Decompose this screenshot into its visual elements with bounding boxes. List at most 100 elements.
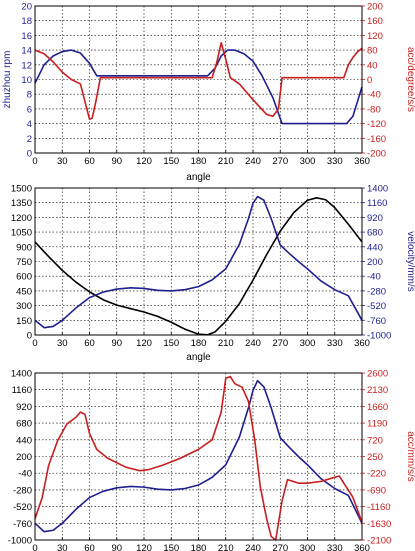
- x-tick-label: 30: [57, 543, 68, 551]
- x-tick-label: 270: [272, 156, 288, 167]
- y-left-tick-label: 440: [16, 435, 32, 446]
- x-tick-label: 240: [245, 156, 261, 167]
- y-left-tick-label: 1350: [11, 198, 32, 209]
- y-left-tick-label: 920: [16, 402, 32, 413]
- y-right-tick-label: 720: [367, 435, 383, 446]
- y-left-tick-label: 750: [16, 257, 32, 268]
- y-right-tick-label: -690: [367, 485, 386, 496]
- y-right-tick-label: -1630: [367, 519, 391, 530]
- x-tick-label: 150: [163, 156, 179, 167]
- y-right-tick-label: -220: [367, 469, 386, 480]
- y-left-tick-label: 14: [21, 46, 32, 57]
- y-right-axis-label: acc/mm/s/s: [405, 431, 415, 482]
- y-right-tick-label: -160: [367, 134, 386, 145]
- x-tick-label: 210: [218, 156, 234, 167]
- x-tick-label: 150: [163, 543, 179, 551]
- x-tick-label: 180: [191, 338, 207, 349]
- x-tick-label: 210: [218, 338, 234, 349]
- x-tick-label: 120: [136, 543, 152, 551]
- y-left-tick-label: 1500: [11, 184, 32, 195]
- y-right-tick-label: -760: [367, 316, 386, 327]
- y-left-tick-label: 1160: [12, 385, 32, 396]
- y-right-tick-label: 440: [367, 242, 383, 253]
- chart-panel-1: 0 30 60 90 120 150 180 210 240 270 300 330 360024681…: [2, 2, 415, 184]
- chart-panel-3: 0 30 60 90 120 150 180 210 240 270 300 330 360 -1000 -…: [8, 369, 415, 551]
- y-right-tick-label: 1190: [367, 419, 387, 430]
- x-tick-label: 90: [111, 543, 122, 551]
- y-left-tick-label: -280: [13, 485, 32, 496]
- y-left-tick-label: 4: [27, 119, 32, 130]
- x-tick-label: 270: [272, 338, 288, 349]
- x-tick-label: 330: [327, 156, 343, 167]
- y-left-tick-label: 0: [27, 149, 32, 160]
- x-tick-label: 180: [191, 543, 207, 551]
- x-tick-label: 30: [57, 156, 68, 167]
- y-right-tick-label: 200: [367, 257, 383, 268]
- y-left-tick-label: 300: [16, 301, 32, 312]
- x-tick-label: 330: [327, 543, 343, 551]
- x-tick-label: 300: [300, 338, 316, 349]
- x-tick-label: 360: [354, 338, 370, 349]
- y-left-tick-label: 2: [27, 134, 32, 145]
- y-right-tick-label: 120: [367, 31, 383, 42]
- y-right-tick-label: 250: [367, 452, 383, 463]
- grid: [34, 5, 363, 154]
- x-tick-label: 90: [111, 338, 122, 349]
- y-right-axis-label: acc/degree/s/s: [405, 47, 415, 112]
- y-left-tick-label: 150: [16, 316, 32, 327]
- x-tick-label: 60: [84, 156, 95, 167]
- x-tick-label: 360: [354, 156, 370, 167]
- y-right-tick-label: 160: [367, 16, 383, 27]
- series-line-2: [34, 195, 363, 329]
- x-tick-label: 60: [84, 338, 95, 349]
- y-left-tick-label: 1200: [11, 213, 32, 224]
- y-right-tick-label: 2600: [367, 369, 388, 380]
- chart-panel-2: 0 30 60 90 120 150 180 210 240 270 300 330 360015030…: [11, 184, 415, 364]
- x-tick-label: 300: [300, 156, 316, 167]
- x-tick-label: 360: [354, 543, 370, 551]
- x-tick-label: 240: [245, 338, 261, 349]
- y-right-tick-label: 80: [367, 46, 378, 57]
- x-tick-label: 330: [327, 338, 343, 349]
- y-left-tick-label: 16: [21, 31, 32, 42]
- y-left-tick-label: 1050: [11, 228, 32, 239]
- y-left-tick-label: 20: [21, 2, 32, 13]
- y-left-tick-label: 450: [16, 286, 32, 297]
- y-left-tick-label: -760: [13, 519, 32, 530]
- x-tick-label: 210: [218, 543, 234, 551]
- y-left-axis-label: zhuzhou rpm: [2, 51, 13, 109]
- y-left-tick-label: -1000: [8, 536, 32, 547]
- y-right-tick-label: 40: [367, 60, 378, 71]
- x-tick-label: 60: [84, 543, 95, 551]
- series-line-1: [34, 49, 363, 125]
- y-right-tick-label: 680: [367, 228, 383, 239]
- x-tick-label: 120: [136, 338, 152, 349]
- x-tick-label: 0: [32, 543, 37, 551]
- plot-area: [35, 373, 362, 540]
- y-right-tick-label: -40: [367, 272, 381, 283]
- y-right-tick-label: -280: [367, 286, 386, 297]
- x-tick-label: 120: [136, 156, 152, 167]
- y-right-tick-label: -120: [367, 119, 386, 130]
- series-line-2: [34, 41, 363, 120]
- x-axis-label: angle: [186, 352, 211, 363]
- x-tick-label: 30: [57, 338, 68, 349]
- y-left-tick-label: 12: [21, 60, 32, 71]
- y-right-tick-label: -80: [367, 104, 381, 115]
- x-tick-label: 270: [272, 543, 288, 551]
- y-right-tick-label: 920: [367, 213, 383, 224]
- y-left-tick-label: 10: [21, 75, 32, 86]
- y-left-tick-label: 900: [16, 242, 32, 253]
- y-left-tick-label: 200: [16, 452, 32, 463]
- y-right-axis-label: velocity/mm/s: [405, 231, 415, 292]
- y-right-tick-label: 1400: [367, 184, 388, 195]
- y-right-tick-label: 200: [367, 2, 383, 13]
- y-right-tick-label: 2130: [367, 385, 388, 396]
- y-right-tick-label: 0: [367, 75, 372, 86]
- y-right-tick-label: -1160: [367, 502, 391, 513]
- y-left-tick-label: -40: [18, 469, 32, 480]
- y-right-tick-label: -1000: [367, 331, 391, 342]
- series-line-1: [34, 379, 363, 533]
- y-left-tick-label: 600: [16, 272, 32, 283]
